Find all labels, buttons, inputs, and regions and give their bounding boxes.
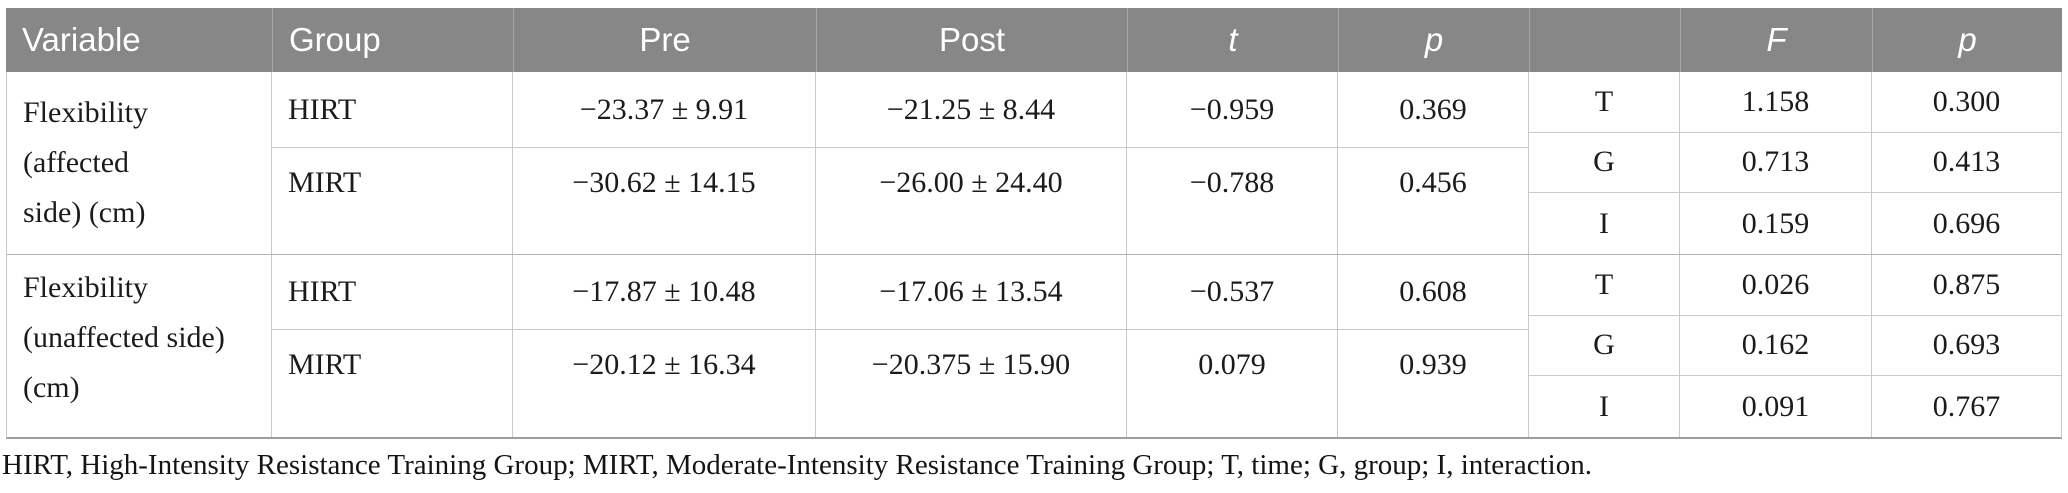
header-cell-f: F: [1681, 8, 1873, 72]
header-cell-p-ttest: p: [1339, 8, 1530, 72]
f-cell: 0.091: [1680, 376, 1872, 437]
anova-effects-grid: T 1.158 0.300 G 0.713 0.413 I 0.159 0.69…: [1529, 72, 2061, 254]
effect-label-cell: G: [1529, 132, 1680, 194]
pre-cell: −23.37 ± 9.91: [513, 72, 816, 148]
group-measures-grid: HIRT −17.87 ± 10.48 −17.06 ± 13.54 −0.53…: [272, 255, 1529, 437]
post-cell: −21.25 ± 8.44: [816, 72, 1127, 148]
t-cell: −0.788: [1127, 148, 1338, 254]
effect-label-cell: I: [1529, 376, 1680, 437]
t-cell: −0.959: [1127, 72, 1338, 148]
effect-label-cell: G: [1529, 315, 1680, 377]
header-cell-effect-blank: [1530, 8, 1681, 72]
p-cell: 0.875: [1872, 255, 2061, 316]
p-cell: 0.608: [1338, 255, 1529, 330]
variable-line: Flexibility: [23, 271, 149, 304]
p-cell: 0.300: [1872, 72, 2061, 133]
group-cell: HIRT: [272, 72, 513, 148]
post-cell: −20.375 ± 15.90: [816, 330, 1127, 437]
variable-line: (unaffected side): [23, 321, 225, 354]
t-cell: −0.537: [1127, 255, 1338, 330]
header-cell-pre: Pre: [514, 8, 817, 72]
p-cell: 0.696: [1932, 206, 2001, 240]
header-cell-post: Post: [817, 8, 1128, 72]
group-cell: MIRT: [272, 330, 513, 437]
header-cell-variable: Variable: [6, 8, 273, 72]
group-cell: MIRT: [272, 148, 513, 254]
group-cell: HIRT: [272, 255, 513, 330]
group-measures-grid: HIRT −23.37 ± 9.91 −21.25 ± 8.44 −0.959 …: [272, 72, 1529, 254]
header-cell-p-anova: p: [1958, 21, 1977, 58]
t-cell: 0.079: [1127, 330, 1338, 437]
pre-cell: −17.87 ± 10.48: [513, 255, 816, 330]
variable-line: (cm): [23, 371, 80, 404]
effect-label-cell: T: [1529, 255, 1680, 316]
p-cell: 0.693: [1872, 316, 2061, 377]
variable-line: Flexibility (affected: [23, 96, 149, 179]
anova-effects-grid: T 0.026 0.875 G 0.162 0.693 I 0.091 0.76…: [1529, 255, 2061, 437]
header-cell-t: t: [1128, 8, 1339, 72]
f-cell: 0.159: [1680, 193, 1872, 254]
variable-block-unaffected: Flexibility (unaffected side) (cm) HIRT …: [7, 254, 2061, 437]
pre-cell: −30.62 ± 14.15: [513, 148, 816, 254]
f-cell: 0.026: [1680, 255, 1872, 316]
f-cell: 1.158: [1680, 72, 1872, 133]
f-cell: 0.162: [1680, 315, 1872, 377]
table-footnote: HIRT, High-Intensity Resistance Training…: [2, 449, 1592, 481]
table-header-row: Variable Group Pre Post t p F p: [6, 8, 2062, 72]
variable-line: side) (cm): [23, 196, 146, 229]
p-cell: 0.413: [1872, 133, 2061, 194]
effect-label-cell: T: [1529, 72, 1680, 133]
pre-cell: −20.12 ± 16.34: [513, 330, 816, 437]
post-cell: −17.06 ± 13.54: [816, 255, 1127, 330]
p-cell: 0.767: [1932, 389, 2001, 423]
results-table: Variable Group Pre Post t p F p Flexibil…: [6, 8, 2062, 439]
f-cell: 0.713: [1680, 132, 1872, 194]
variable-cell: Flexibility (unaffected side) (cm): [7, 255, 272, 437]
effect-label-cell: I: [1529, 193, 1680, 254]
header-cell-group: Group: [273, 8, 514, 72]
variable-cell: Flexibility (affected side) (cm): [7, 72, 272, 254]
variable-block-affected: Flexibility (affected side) (cm) HIRT −2…: [7, 72, 2061, 254]
p-cell: 0.369: [1338, 72, 1529, 148]
p-cell: 0.456: [1338, 148, 1529, 254]
post-cell: −26.00 ± 24.40: [816, 148, 1127, 254]
table-body: Flexibility (affected side) (cm) HIRT −2…: [6, 72, 2062, 439]
p-cell: 0.939: [1338, 330, 1529, 437]
